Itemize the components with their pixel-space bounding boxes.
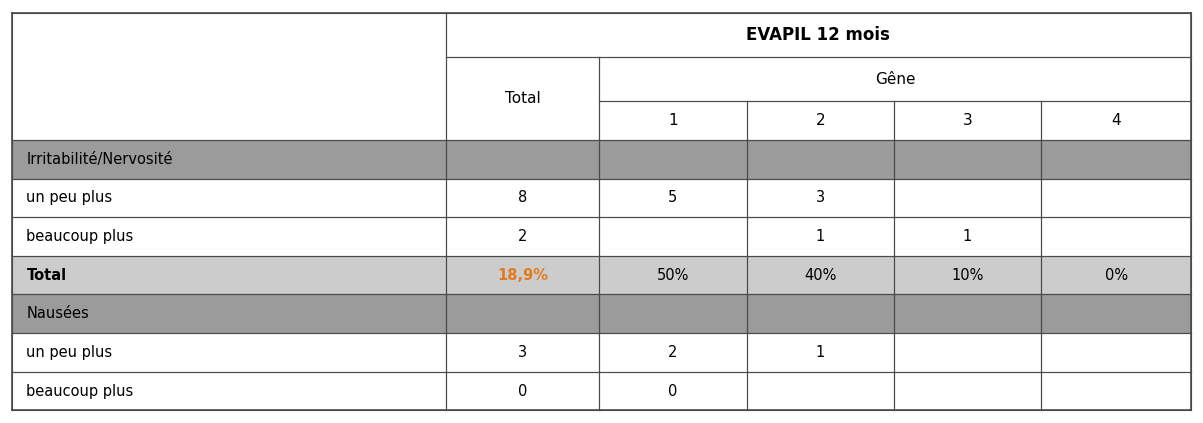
Bar: [12, 13, 446, 140]
Text: 0: 0: [668, 384, 677, 398]
Bar: [599, 372, 747, 410]
Bar: [1042, 372, 1191, 410]
Bar: [894, 372, 1042, 410]
Text: 3: 3: [962, 113, 972, 128]
Bar: [1042, 179, 1191, 217]
Text: 3: 3: [518, 345, 527, 360]
Text: 2: 2: [668, 345, 677, 360]
Text: 3: 3: [816, 190, 825, 206]
Bar: [747, 217, 894, 256]
Bar: [12, 140, 446, 179]
Text: 1: 1: [816, 229, 825, 244]
Text: 40%: 40%: [804, 268, 836, 283]
Bar: [446, 372, 599, 410]
Bar: [12, 372, 446, 410]
Bar: [1042, 217, 1191, 256]
Bar: [894, 140, 1042, 179]
Bar: [747, 256, 894, 294]
Bar: [747, 140, 894, 179]
Text: 8: 8: [517, 190, 527, 206]
Bar: [446, 294, 599, 333]
Text: 50%: 50%: [657, 268, 689, 283]
Bar: [747, 102, 894, 140]
Bar: [599, 179, 747, 217]
Bar: [446, 57, 599, 140]
Bar: [446, 140, 599, 179]
Bar: [894, 179, 1042, 217]
Bar: [446, 256, 599, 294]
Bar: [747, 333, 894, 372]
Bar: [1042, 333, 1191, 372]
Text: Total: Total: [26, 268, 66, 283]
Bar: [12, 179, 446, 217]
Bar: [1042, 102, 1191, 140]
Bar: [12, 294, 446, 333]
Text: 18,9%: 18,9%: [497, 268, 549, 283]
Bar: [747, 179, 894, 217]
Text: 1: 1: [668, 113, 677, 128]
Bar: [1042, 256, 1191, 294]
Text: Nausées: Nausées: [26, 306, 89, 321]
Bar: [599, 102, 747, 140]
Bar: [599, 256, 747, 294]
Text: 0: 0: [517, 384, 527, 398]
Text: Irritabilité/Nervosité: Irritabilité/Nervosité: [26, 152, 173, 167]
Bar: [446, 333, 599, 372]
Bar: [446, 13, 1191, 57]
Bar: [599, 217, 747, 256]
Bar: [12, 333, 446, 372]
Bar: [1042, 140, 1191, 179]
Bar: [446, 217, 599, 256]
Bar: [747, 372, 894, 410]
Text: 1: 1: [816, 345, 825, 360]
Text: 1: 1: [962, 229, 972, 244]
Text: un peu plus: un peu plus: [26, 345, 113, 360]
Bar: [747, 294, 894, 333]
Bar: [894, 102, 1042, 140]
Bar: [599, 57, 1191, 102]
Bar: [894, 217, 1042, 256]
Bar: [599, 140, 747, 179]
Text: beaucoup plus: beaucoup plus: [26, 229, 134, 244]
Text: beaucoup plus: beaucoup plus: [26, 384, 134, 398]
Bar: [1042, 294, 1191, 333]
Bar: [12, 256, 446, 294]
Text: un peu plus: un peu plus: [26, 190, 113, 206]
Bar: [894, 294, 1042, 333]
Text: 2: 2: [816, 113, 825, 128]
Text: 0%: 0%: [1104, 268, 1127, 283]
Text: Gêne: Gêne: [875, 72, 915, 87]
Text: Total: Total: [504, 91, 540, 106]
Text: 10%: 10%: [952, 268, 984, 283]
Bar: [894, 333, 1042, 372]
Bar: [446, 179, 599, 217]
Bar: [599, 294, 747, 333]
Text: EVAPIL 12 mois: EVAPIL 12 mois: [747, 26, 890, 44]
Bar: [599, 333, 747, 372]
Text: 4: 4: [1112, 113, 1121, 128]
Bar: [12, 217, 446, 256]
Bar: [894, 256, 1042, 294]
Text: 5: 5: [668, 190, 677, 206]
Text: 2: 2: [517, 229, 527, 244]
